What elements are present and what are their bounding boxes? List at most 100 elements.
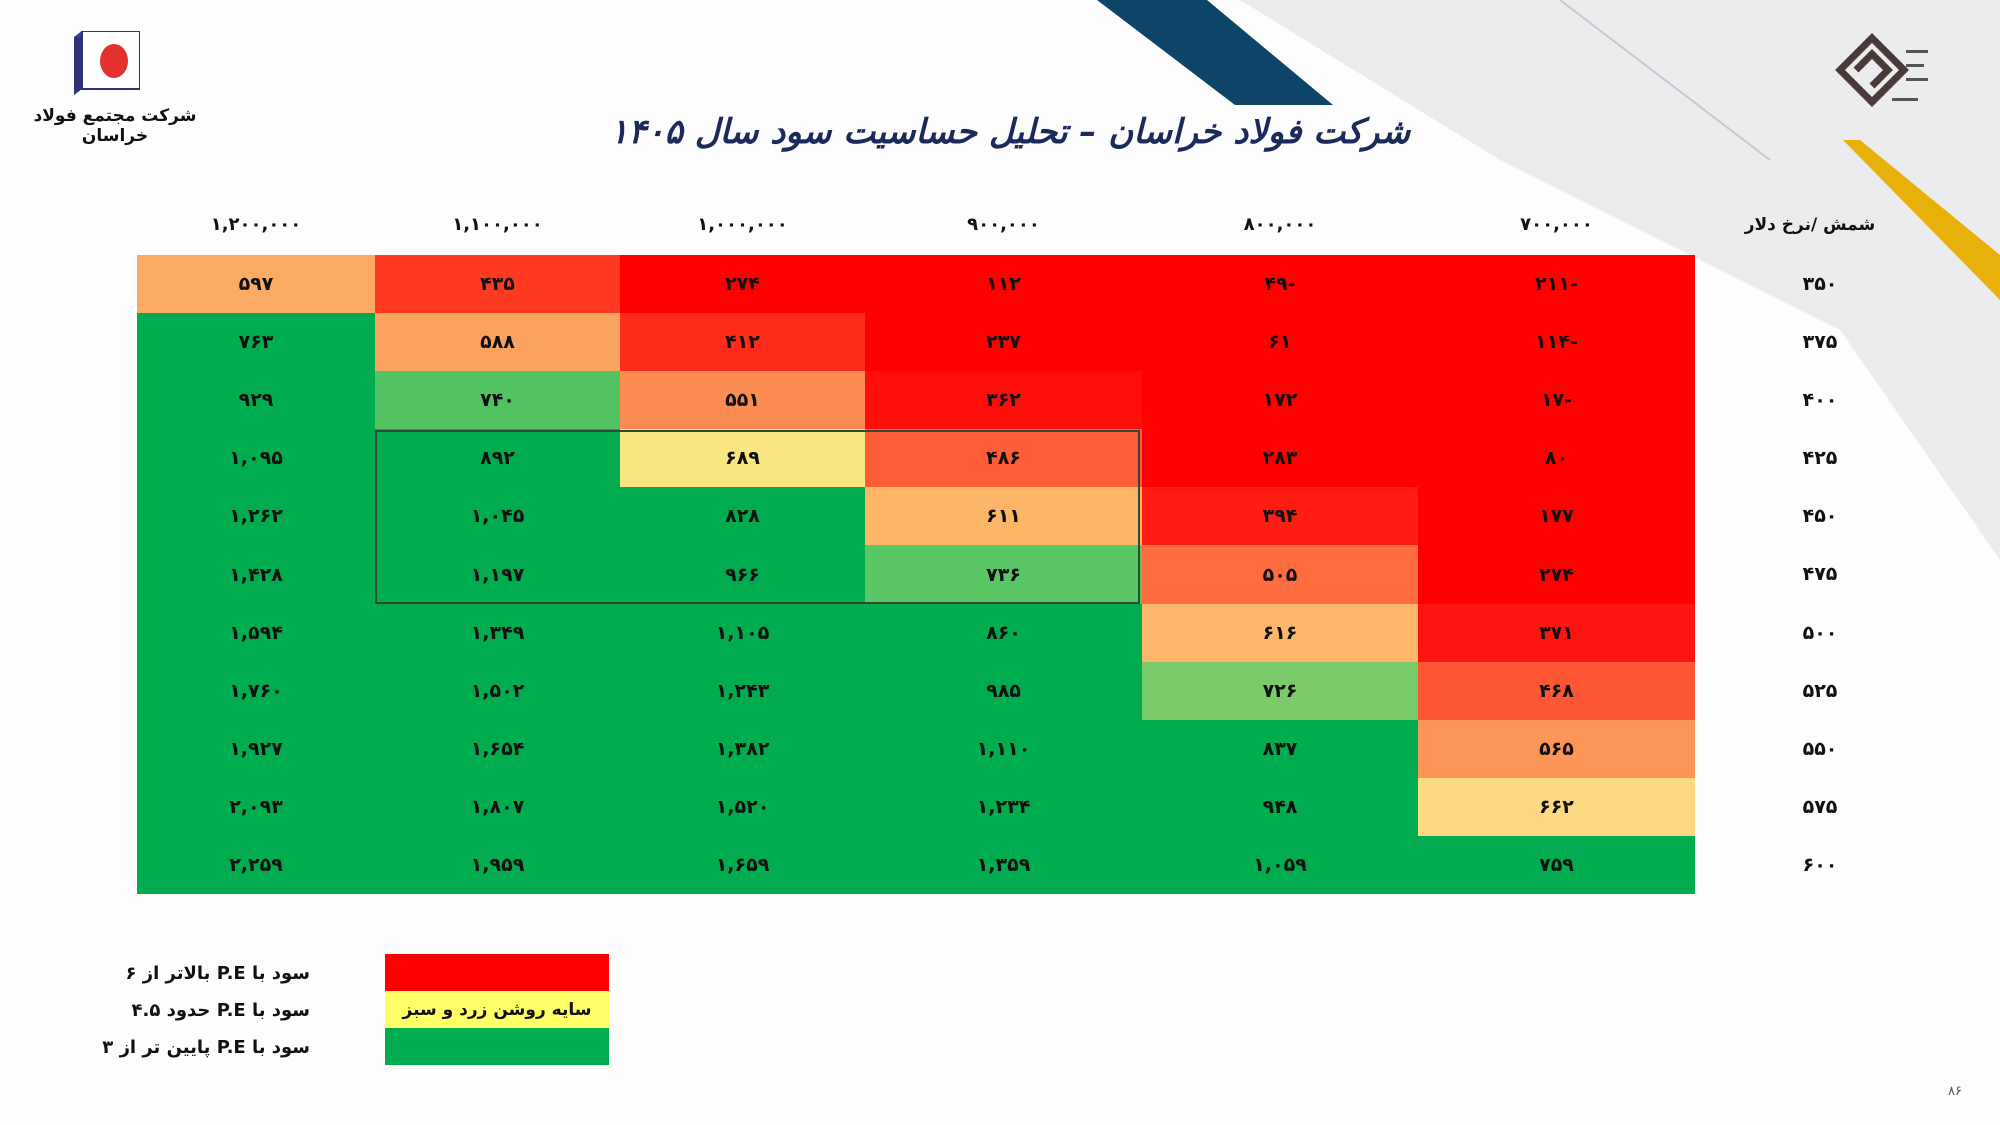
- table-cell: ۵۸۸: [375, 313, 620, 372]
- row-label: ۵۲۵: [1802, 679, 1838, 702]
- table-cell: ۷۳۶: [865, 545, 1142, 604]
- table-cell: ۱,۳۴۹: [375, 603, 620, 662]
- gray-band: [1240, 0, 2000, 560]
- column-header: ۱,۱۰۰,۰۰۰: [452, 214, 543, 235]
- legend-label-high-pe: سود با P.E بالاتر از ۶: [125, 963, 310, 984]
- table-row: ۷۶۳ ۵۸۸ ۴۱۲ ۲۳۷ ۶۱ ۱۱۴-: [137, 313, 1695, 372]
- table-cell: ۲,۰۹۳: [137, 777, 375, 836]
- table-cell: ۹۶۶: [620, 545, 865, 604]
- table-cell: ۹۴۸: [1142, 777, 1418, 836]
- table-cell: ۸۶۰: [865, 603, 1142, 662]
- table-row: ۱,۹۲۷ ۱,۶۵۴ ۱,۳۸۲ ۱,۱۱۰ ۸۳۷ ۵۶۵: [137, 719, 1695, 778]
- table-cell: ۵۶۵: [1418, 719, 1695, 778]
- table-cell: ۴۸۶: [865, 429, 1142, 488]
- table-cell: ۸۰: [1418, 429, 1695, 488]
- table-cell: ۱,۰۴۵: [375, 487, 620, 546]
- table-row: ۹۲۹ ۷۴۰ ۵۵۱ ۳۶۲ ۱۷۲ ۱۷-: [137, 371, 1695, 430]
- organization-emblem: [1835, 33, 1928, 107]
- navy-stripe: [1097, 0, 1333, 105]
- table-cell: ۲۷۴: [620, 255, 865, 314]
- table-cell: ۱,۲۳۴: [865, 777, 1142, 836]
- row-label: ۵۰۰: [1802, 621, 1838, 644]
- gold-stripe: [1843, 140, 2000, 300]
- table-cell: ۱۱۲: [865, 255, 1142, 314]
- table-cell: ۱,۳۵۹: [865, 835, 1142, 895]
- table-cell: ۱,۶۵۴: [375, 719, 620, 778]
- table-cell: ۷۵۹: [1418, 835, 1695, 895]
- table-cell: ۴۹-: [1142, 255, 1418, 314]
- table-cell: ۱,۹۵۹: [375, 835, 620, 895]
- column-header: ۷۰۰,۰۰۰: [1520, 214, 1593, 235]
- table-cell: ۱,۹۲۷: [137, 719, 375, 778]
- table-cell: ۶۱: [1142, 313, 1418, 372]
- table-cell: ۱۱۴-: [1418, 313, 1695, 372]
- row-label: ۶۰۰: [1802, 853, 1838, 876]
- table-cell: ۱,۲۶۲: [137, 487, 375, 546]
- legend-label-low-pe: سود با P.E پایین تر از ۳: [102, 1037, 310, 1058]
- table-cell: ۵۵۱: [620, 371, 865, 430]
- row-labels: ۳۵۰ ۳۷۵ ۴۰۰ ۴۲۵ ۴۵۰ ۴۷۵ ۵۰۰ ۵۲۵ ۵۵۰ ۵۷۵ ۶۰۰: [1740, 255, 1900, 894]
- row-label: ۴۷۵: [1802, 563, 1838, 586]
- legend-swatch-yellow: سایه روشن زرد و سبز: [385, 991, 609, 1028]
- page-number: ۸۶: [1948, 1084, 1962, 1099]
- table-cell: ۶۱۶: [1142, 603, 1418, 662]
- table-cell: ۲۸۳: [1142, 429, 1418, 488]
- table-cell: ۷۶۳: [137, 313, 375, 372]
- legend-color-box: سایه روشن زرد و سبز: [385, 954, 609, 1065]
- table-cell: ۵۹۷: [137, 255, 375, 314]
- table-cell: ۷۴۰: [375, 371, 620, 430]
- table-cell: ۸۳۷: [1142, 719, 1418, 778]
- table-cell: ۶۸۹: [620, 429, 865, 488]
- thin-line: [1559, 0, 1771, 161]
- table-cell: ۲۳۷: [865, 313, 1142, 372]
- table-cell: ۹۸۵: [865, 661, 1142, 720]
- table-cell: ۱۷-: [1418, 371, 1695, 430]
- table-cell: ۶۱۱: [865, 487, 1142, 546]
- table-cell: ۴۳۵: [375, 255, 620, 314]
- table-cell: ۲۷۴: [1418, 545, 1695, 604]
- row-label: ۴۲۵: [1802, 447, 1838, 470]
- table-cell: ۳۹۴: [1142, 487, 1418, 546]
- table-cell: ۱,۶۵۹: [620, 835, 865, 895]
- table-cell: ۱,۳۸۲: [620, 719, 865, 778]
- table-row: ۱,۵۹۴ ۱,۳۴۹ ۱,۱۰۵ ۸۶۰ ۶۱۶ ۳۷۱: [137, 603, 1695, 662]
- company-logo-text: شرکت مجتمع فولاد خراسان: [33, 106, 197, 146]
- table-cell: ۱,۱۱۰: [865, 719, 1142, 778]
- table-row: ۱,۲۶۲ ۱,۰۴۵ ۸۲۸ ۶۱۱ ۳۹۴ ۱۷۷: [137, 487, 1695, 546]
- table-cell: ۱۷۷: [1418, 487, 1695, 546]
- legend-label-mid-pe: سود با P.E حدود ۴.۵: [131, 1000, 310, 1021]
- page-title: شرکت فولاد خراسان – تحلیل حساسیت سود سال…: [609, 112, 1411, 152]
- table-cell: ۷۲۶: [1142, 661, 1418, 720]
- table-cell: ۵۰۵: [1142, 545, 1418, 604]
- company-logo: [74, 31, 140, 95]
- table-row: ۱,۰۹۵ ۸۹۲ ۶۸۹ ۴۸۶ ۲۸۳ ۸۰: [137, 429, 1695, 488]
- table-cell: ۱,۱۹۷: [375, 545, 620, 604]
- row-label: ۴۵۰: [1802, 505, 1838, 528]
- table-cell: ۱۷۲: [1142, 371, 1418, 430]
- column-header: ۹۰۰,۰۰۰: [967, 214, 1040, 235]
- row-label: ۳۷۵: [1802, 331, 1838, 354]
- legend-text: سود با P.E بالاتر از ۶ سود با P.E حدود ۴…: [60, 955, 310, 1066]
- table-cell: ۳۶۲: [865, 371, 1142, 430]
- legend-swatch-green: [385, 1028, 609, 1065]
- table-cell: ۲,۲۵۹: [137, 835, 375, 895]
- table-cell: ۱,۴۲۸: [137, 545, 375, 604]
- table-row: ۵۹۷ ۴۳۵ ۲۷۴ ۱۱۲ ۴۹- ۲۱۱-: [137, 255, 1695, 314]
- table-cell: ۲۱۱-: [1418, 255, 1695, 314]
- table-row: ۲,۲۵۹ ۱,۹۵۹ ۱,۶۵۹ ۱,۳۵۹ ۱,۰۵۹ ۷۵۹: [137, 835, 1695, 895]
- table-cell: ۱,۲۴۳: [620, 661, 865, 720]
- table-cell: ۱,۸۰۷: [375, 777, 620, 836]
- table-cell: ۱,۵۰۲: [375, 661, 620, 720]
- table-cell: ۱,۰۵۹: [1142, 835, 1418, 895]
- column-header: ۸۰۰,۰۰۰: [1243, 214, 1317, 235]
- table-cell: ۱,۵۲۰: [620, 777, 865, 836]
- legend-swatch-red: [385, 954, 609, 991]
- column-header: ۱,۰۰۰,۰۰۰: [697, 214, 788, 235]
- table-cell: ۴۶۸: [1418, 661, 1695, 720]
- table-cell: ۱,۵۹۴: [137, 603, 375, 662]
- sensitivity-table: ۵۹۷ ۴۳۵ ۲۷۴ ۱۱۲ ۴۹- ۲۱۱- ۷۶۳ ۵۸۸ ۴۱۲ ۲۳۷ ۶۱ ۱۱۴- ۹۲۹…: [137, 255, 1695, 895]
- table-cell: ۱,۱۰۵: [620, 603, 865, 662]
- table-cell: ۶۶۲: [1418, 777, 1695, 836]
- table-row: ۲,۰۹۳ ۱,۸۰۷ ۱,۵۲۰ ۱,۲۳۴ ۹۴۸ ۶۶۲: [137, 777, 1695, 836]
